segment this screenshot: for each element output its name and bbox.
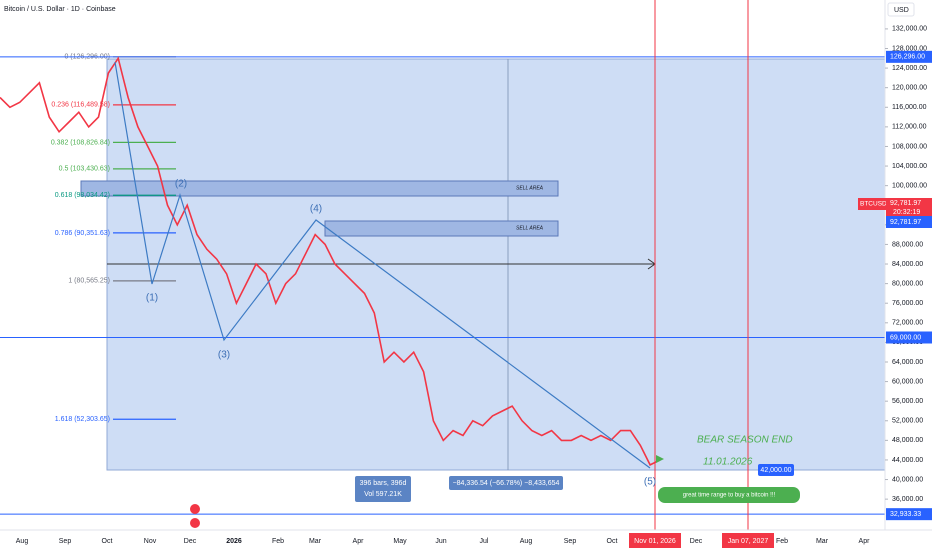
y-tick-label: 120,000.00 [892, 85, 927, 92]
event-icon [190, 504, 200, 514]
annotation: BEAR SEASON END [697, 435, 793, 446]
x-tick-label: Feb [272, 538, 284, 545]
y-tick-label: 76,000.00 [892, 300, 923, 307]
x-tick-label: Dec [184, 538, 197, 545]
last-price: 92,781.97 [890, 219, 921, 226]
fib-label: 0.618 (98,034.42) [55, 192, 110, 199]
change-box [449, 476, 563, 490]
date-tag [722, 533, 774, 548]
y-tick-label: 72,000.00 [892, 320, 923, 327]
wave-label: (1) [146, 293, 158, 304]
sell-zone [324, 220, 559, 237]
range-info-box [355, 476, 411, 502]
x-tick-label: Aug [16, 538, 29, 545]
event-icon [190, 518, 200, 528]
range-bars: 396 bars, 396d [360, 480, 407, 487]
wave-label: (5) [644, 477, 656, 488]
note-box [658, 487, 800, 503]
symbol-label: BTCUSD [860, 201, 887, 208]
x-tick-label: Apr [353, 538, 365, 545]
price-tag-label: 126,296.00 [890, 54, 925, 61]
x-tick-label: Sep [564, 538, 577, 545]
y-tick-label: 80,000.00 [892, 280, 923, 287]
fib-label: 1.618 (52,303.65) [55, 416, 110, 423]
y-tick-label: 108,000.00 [892, 143, 927, 150]
y-tick-label: 128,000.00 [892, 45, 927, 52]
x-tick-label: Jan 07, 2027 [728, 538, 769, 545]
fib-label: 0.5 (103,430.63) [59, 166, 110, 173]
y-tick-label: 88,000.00 [892, 241, 923, 248]
x-tick-label: Oct [607, 538, 618, 545]
flag [656, 455, 664, 463]
sell-zone [80, 180, 559, 197]
price-tag-label: 69,000.00 [890, 334, 921, 341]
x-tick-label: Dec [690, 538, 703, 545]
countdown: 20:32:19 [893, 209, 920, 216]
wave-label: (4) [310, 204, 322, 215]
wave-label: (3) [218, 350, 230, 361]
y-tick-label: 116,000.00 [892, 104, 927, 111]
price-tag [886, 50, 932, 63]
x-tick-label: Nov 01, 2026 [634, 538, 676, 545]
x-tick-label: Oct [102, 538, 113, 545]
last-price-tag [886, 216, 932, 228]
x-tick-label: Mar [816, 538, 829, 545]
sell-label: SELL AREA [516, 185, 544, 191]
y-tick-label: 52,000.00 [892, 418, 923, 425]
fib-label: 0.382 (108,826.84) [51, 139, 110, 146]
x-tick-label: Aug [520, 538, 533, 545]
range-change: −84,336.54 (−66.78%) −8,433,654 [453, 480, 560, 487]
target-label: 42,000.00 [760, 467, 791, 474]
price-tag-label: 32,933.33 [890, 511, 921, 518]
price-tag [886, 508, 932, 521]
currency-box [887, 2, 915, 17]
y-tick-label: 124,000.00 [892, 65, 927, 72]
x-tick-label: Sep [59, 538, 72, 545]
last-price: 92,781.97 [890, 200, 921, 207]
fib-label: 0.236 (116,489.58) [51, 102, 110, 109]
price-tag [886, 331, 932, 344]
y-tick-label: 84,000.00 [892, 261, 923, 268]
y-tick-label: 132,000.00 [892, 26, 927, 33]
sell-label: SELL AREA [516, 225, 544, 231]
x-tick-label: May [393, 538, 407, 545]
currency: USD [894, 7, 909, 14]
y-tick-label: 104,000.00 [892, 163, 927, 170]
x-tick-label: Jun [435, 538, 446, 545]
y-tick-label: 56,000.00 [892, 398, 923, 405]
y-tick-label: 44,000.00 [892, 457, 923, 464]
y-tick-label: 48,000.00 [892, 437, 923, 444]
fib-label: 0.786 (90,351.63) [55, 230, 110, 237]
y-tick-label: 64,000.00 [892, 359, 923, 366]
annotation-date: 11.01.2026 [703, 457, 753, 468]
wave-label: (2) [175, 179, 187, 190]
last-price-tag [886, 198, 932, 218]
note: great time range to buy a bitcoin !!! [683, 493, 776, 499]
chart-title: Bitcoin / U.S. Dollar · 1D · Coinbase [4, 6, 116, 13]
price-line-series [0, 56, 661, 466]
wave-path [114, 61, 651, 469]
target-tag [758, 464, 794, 476]
symbol-tag [858, 198, 886, 210]
x-tick-label: 2026 [226, 538, 242, 545]
y-tick-label: 36,000.00 [892, 496, 923, 503]
fib-label: 1 (80,565.25) [68, 278, 110, 285]
y-tick-label: 60,000.00 [892, 378, 923, 385]
y-tick-label: 100,000.00 [892, 182, 927, 189]
x-tick-label: Feb [776, 538, 788, 545]
x-tick-label: Apr [859, 538, 871, 545]
date-tag [629, 533, 681, 548]
x-tick-label: Mar [309, 538, 322, 545]
range-vol: Vol 597.21K [364, 491, 402, 498]
y-tick-label: 40,000.00 [892, 476, 923, 483]
x-tick-label: Jul [480, 538, 489, 545]
x-tick-label: Nov [144, 538, 157, 545]
y-tick-label: 112,000.00 [892, 124, 927, 131]
price-axis [885, 0, 932, 550]
